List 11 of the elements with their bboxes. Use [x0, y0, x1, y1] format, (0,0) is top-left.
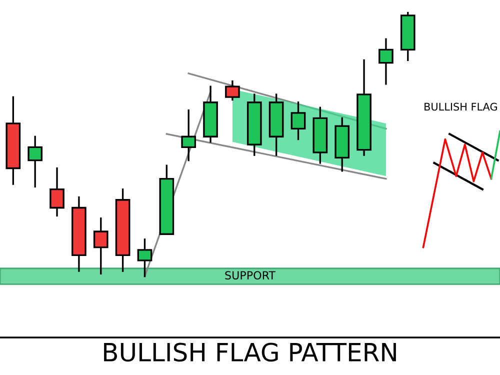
- band-label: SUPPORT: [225, 271, 276, 280]
- text: BULLISH FLAG: [424, 102, 497, 111]
- candlestick: [181, 109, 196, 162]
- candlestick: [225, 80, 240, 101]
- candlestick: [378, 38, 394, 85]
- candlestick: [137, 238, 152, 278]
- candlestick: [28, 136, 42, 188]
- candlestick: [290, 102, 306, 140]
- candlestick: [50, 167, 64, 217]
- candlestick: [93, 217, 108, 274]
- text: BULLISH FLAG PATTERN: [104, 342, 396, 362]
